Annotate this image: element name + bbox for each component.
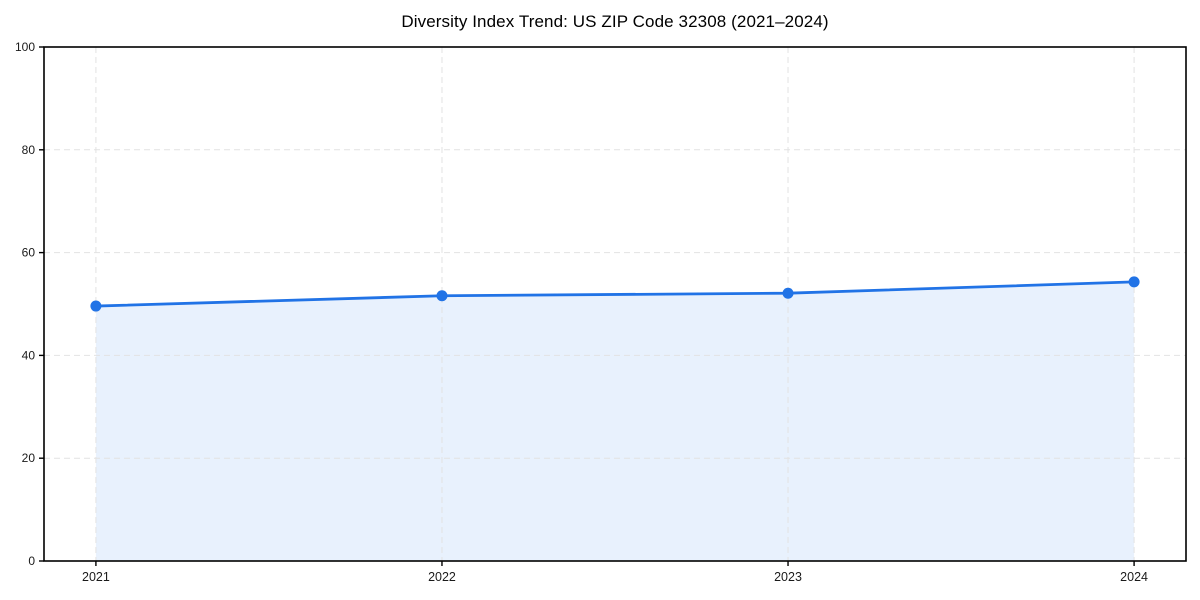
series-area-fill — [95, 281, 1135, 561]
x-axis-tick-label: 2022 — [428, 570, 456, 584]
y-axis-tick-label: 20 — [22, 451, 36, 465]
y-axis-tick-label: 60 — [22, 246, 36, 260]
series-line — [94, 280, 1136, 308]
data-point-marker — [1128, 276, 1140, 288]
data-point-marker — [90, 300, 102, 312]
x-axis-tick-label: 2024 — [1120, 570, 1148, 584]
data-point-marker — [436, 290, 448, 302]
y-axis-tick-label: 0 — [28, 554, 35, 568]
y-axis-tick-label: 40 — [22, 348, 36, 362]
chart-title: Diversity Index Trend: US ZIP Code 32308… — [401, 12, 829, 31]
x-axis-tick-label: 2021 — [82, 570, 110, 584]
x-axis-tick-label: 2023 — [774, 570, 802, 584]
y-axis-tick-label: 80 — [22, 143, 36, 157]
y-axis-tick-label: 100 — [15, 40, 35, 54]
plot-frame — [43, 46, 1187, 562]
data-point-marker — [782, 287, 794, 299]
